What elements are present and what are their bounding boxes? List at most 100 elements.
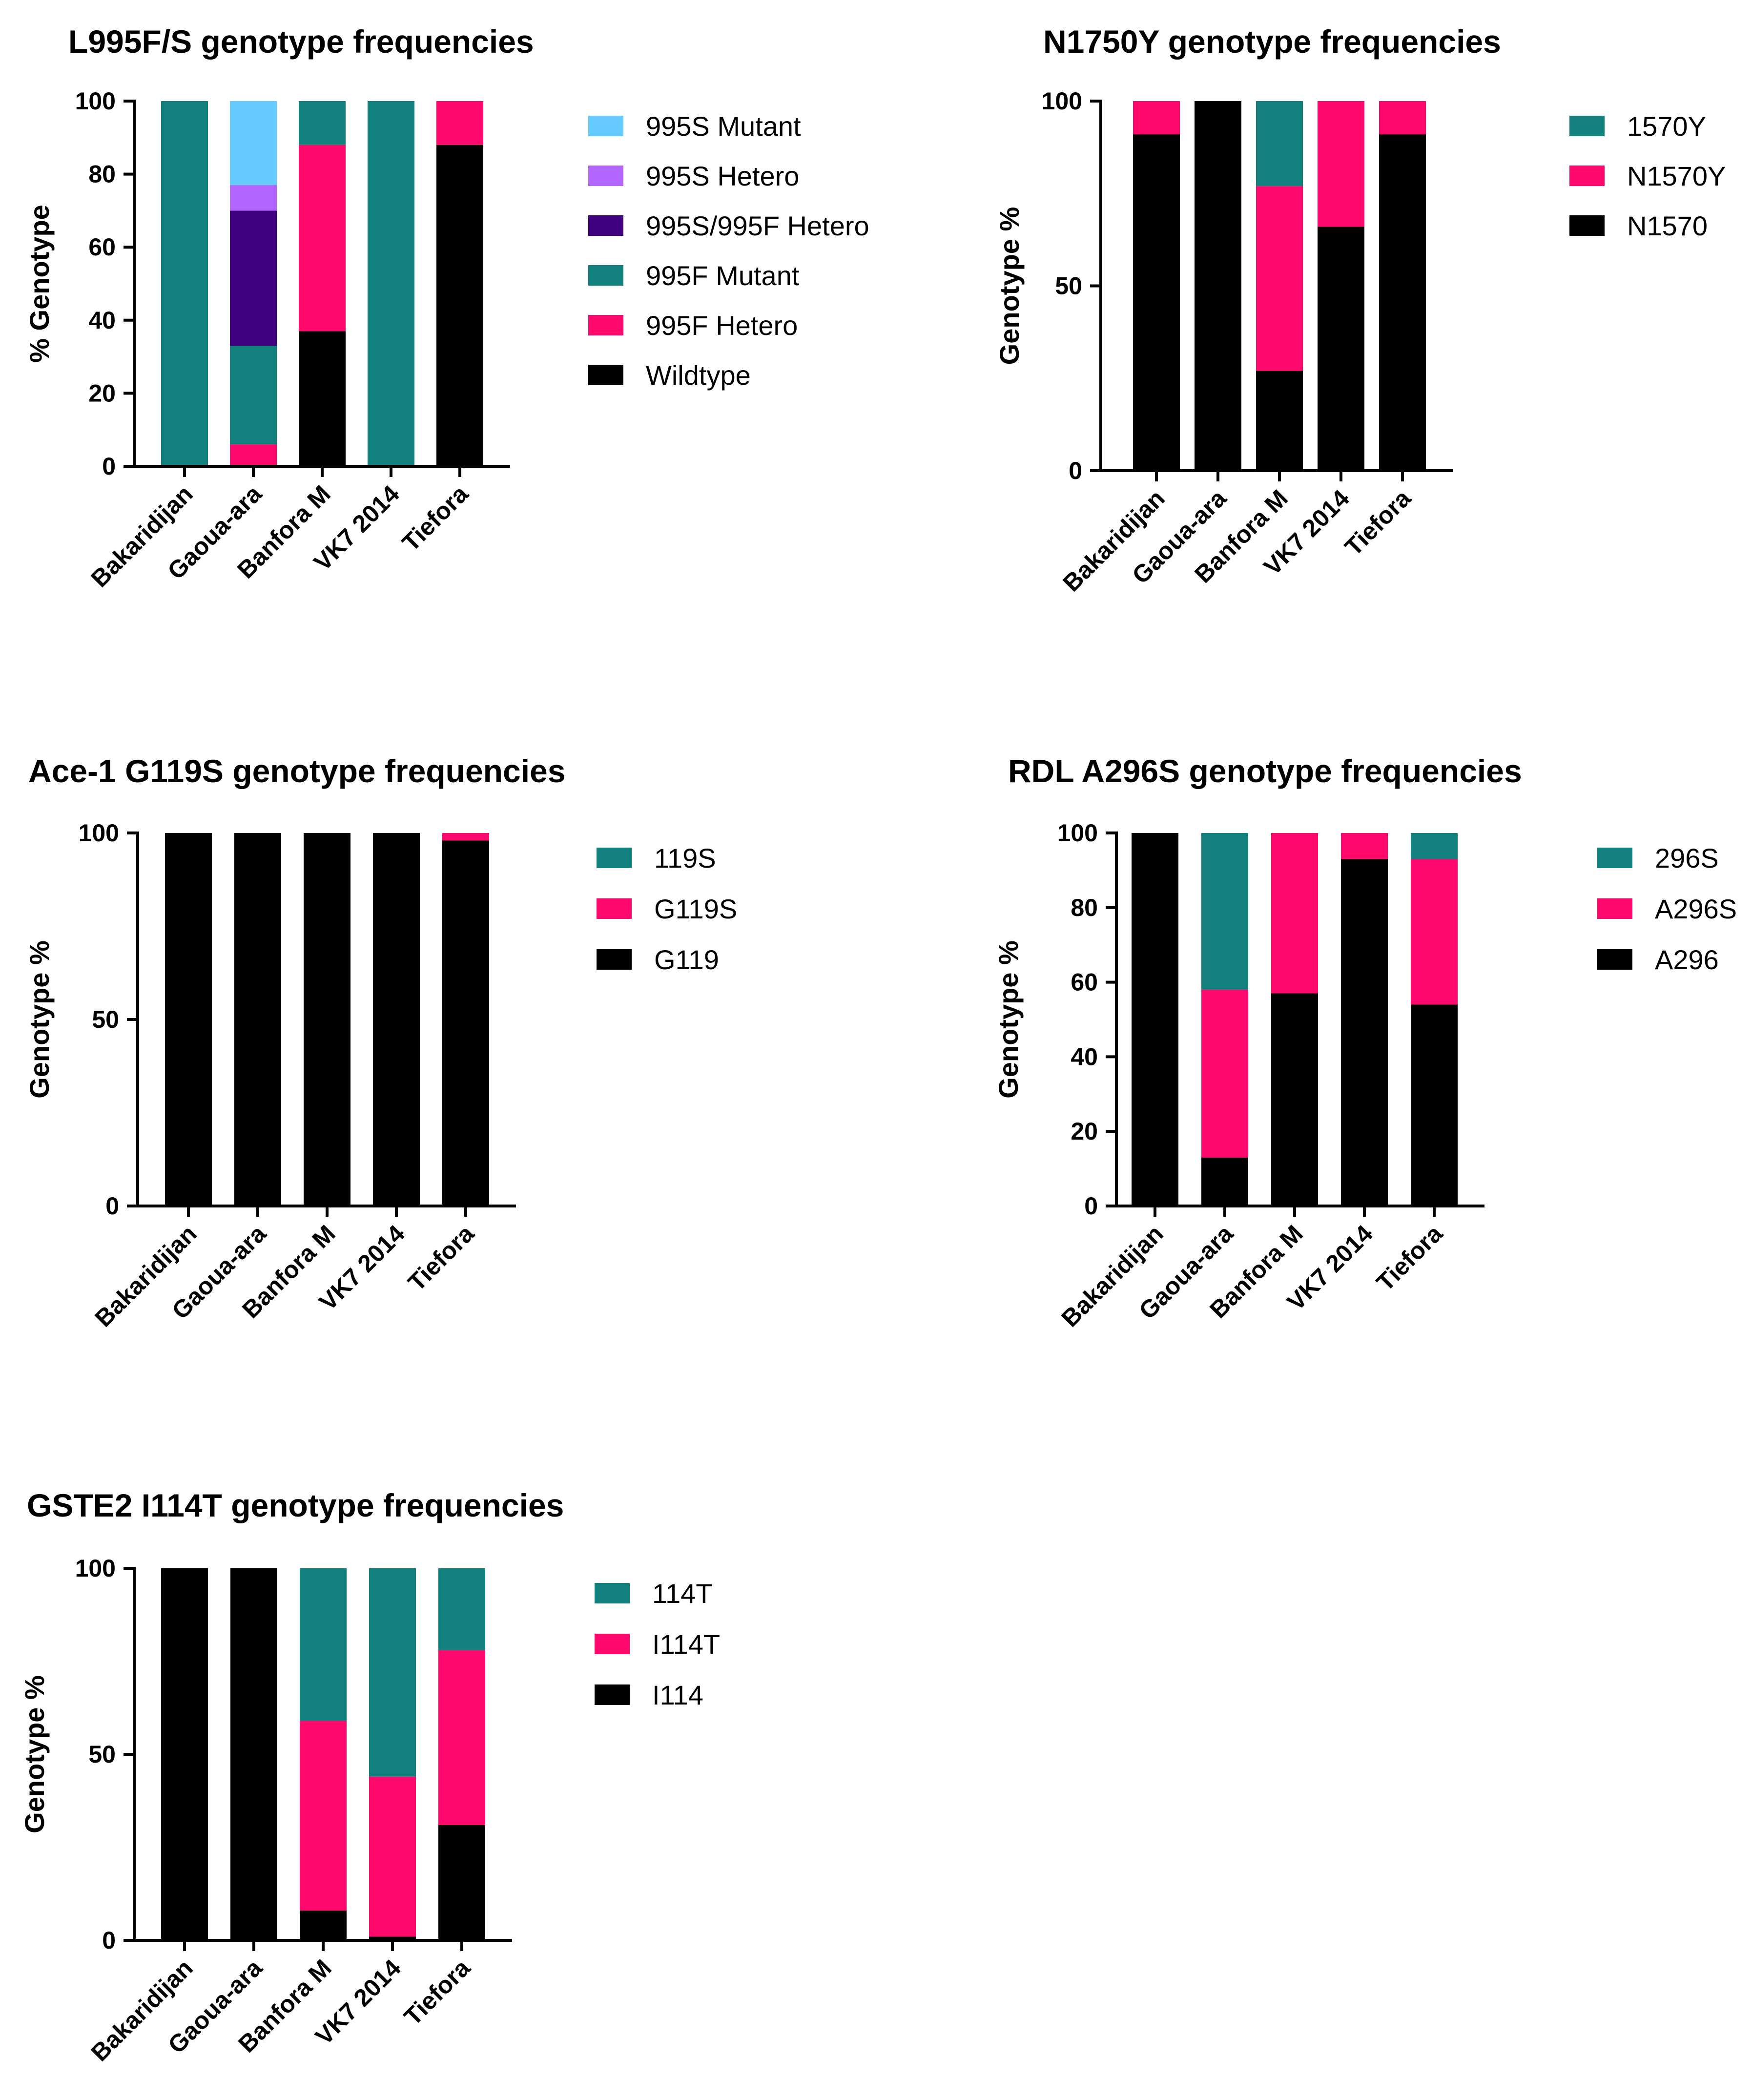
legend-label: 995S/995F Hetero — [646, 210, 869, 241]
legend: 119S G119S G119 — [597, 843, 737, 975]
y-tick-label: 80 — [88, 161, 116, 188]
bar-segment — [438, 1650, 485, 1825]
bar-segment — [369, 1776, 416, 1937]
bar-segment — [368, 101, 414, 466]
bar-segment — [1341, 859, 1388, 1206]
y-tick-label: 0 — [105, 1192, 119, 1220]
chart-2: N1750Y genotype frequencies Genotype % 0 50… — [994, 23, 1726, 597]
legend-label: I114 — [652, 1680, 703, 1710]
x-tick-label: Tiefora — [403, 1219, 480, 1296]
legend-label: A296S — [1655, 894, 1737, 924]
bar-segment — [1411, 1004, 1458, 1206]
legend-swatch — [595, 1583, 630, 1603]
bar-segment — [1411, 859, 1458, 1005]
bar-segment — [1201, 989, 1248, 1158]
legend-swatch — [588, 315, 623, 335]
y-tick-label: 0 — [1084, 1192, 1098, 1220]
y-tick-label: 100 — [1057, 819, 1098, 847]
legend-swatch — [588, 215, 623, 236]
chart-title: N1750Y genotype frequencies — [1043, 23, 1501, 60]
bar-segment — [161, 1568, 208, 1940]
legend-swatch — [588, 116, 623, 136]
y-tick-label: 100 — [79, 819, 119, 847]
legend-label: N1570 — [1627, 210, 1708, 241]
bar-segment — [1133, 134, 1180, 471]
bar-segment — [299, 145, 346, 332]
legend-label: 119S — [654, 843, 716, 873]
legend-label: A296 — [1655, 944, 1719, 975]
bars — [1132, 833, 1458, 1206]
bar-segment — [1133, 101, 1180, 135]
legend-swatch — [588, 365, 623, 385]
bar-segment — [300, 1911, 347, 1940]
x-tick-label: Tiefora — [1371, 1219, 1448, 1296]
bar-segment — [436, 145, 483, 466]
legend-swatch — [597, 848, 632, 868]
legend-label: 995F Hetero — [646, 310, 798, 341]
bar-segment — [373, 833, 420, 1206]
x-tick-label: Tiefora — [399, 1954, 476, 2031]
legend-label: 296S — [1655, 843, 1719, 873]
y-axis-label: Genotype % — [993, 940, 1024, 1099]
bar-segment — [442, 840, 489, 1206]
bar-segment — [369, 1936, 416, 1940]
legend-swatch — [1597, 949, 1632, 970]
y-tick-label: 50 — [1055, 272, 1082, 300]
bar-segment — [1271, 993, 1318, 1206]
bar-segment — [230, 210, 277, 346]
bar-segment — [1132, 833, 1178, 1206]
legend-label: I114T — [652, 1629, 720, 1660]
bars — [161, 1568, 485, 1940]
legend-swatch — [597, 898, 632, 919]
y-tick-label: 0 — [102, 453, 116, 480]
bar-segment — [299, 101, 346, 145]
bar-segment — [1318, 227, 1364, 471]
bar-segment — [1256, 101, 1303, 187]
bar-segment — [1201, 833, 1248, 990]
legend-swatch — [588, 265, 623, 286]
y-axis-label: Genotype % — [994, 207, 1025, 365]
bar-segment — [1256, 371, 1303, 471]
chart-title: L995F/S genotype frequencies — [68, 23, 534, 60]
legend-label: N1570Y — [1627, 161, 1726, 191]
bar-segment — [436, 101, 483, 145]
chart-1: L995F/S genotype frequencies % Genotype 0 2… — [24, 23, 869, 592]
legend-swatch — [1569, 215, 1605, 236]
legend: 1570Y N1570Y N1570 — [1569, 111, 1726, 241]
bar-segment — [230, 444, 277, 466]
chart-4: RDL A296S genotype frequencies Genotype %… — [993, 753, 1737, 1332]
bar-segment — [234, 833, 281, 1206]
bar-segment — [1195, 101, 1241, 471]
y-axis-label: Genotype % — [24, 940, 55, 1099]
bar-segment — [230, 346, 277, 445]
legend-label: G119S — [654, 894, 737, 924]
bar-segment — [1256, 186, 1303, 371]
legend-swatch — [1569, 116, 1605, 136]
bar-segment — [1341, 833, 1388, 859]
y-tick-label: 100 — [1042, 87, 1082, 115]
legend-swatch — [588, 166, 623, 186]
y-tick-label: 100 — [75, 1555, 116, 1582]
legend-label: 995S Mutant — [646, 111, 801, 142]
y-tick-label: 80 — [1071, 894, 1098, 921]
legend-label: 114T — [652, 1578, 712, 1609]
legend-swatch — [597, 949, 632, 970]
y-tick-label: 40 — [88, 307, 116, 334]
chart-5: GSTE2 I114T genotype frequencies Genotype… — [19, 1487, 720, 2066]
bar-segment — [1379, 101, 1426, 135]
x-tick-label: Tiefora — [397, 479, 474, 557]
legend: 995S Mutant 995S Hetero 995S/995F Hetero 99… — [588, 111, 869, 391]
y-axis-label: % Genotype — [24, 205, 55, 363]
y-tick-label: 50 — [92, 1006, 119, 1033]
bar-segment — [1379, 134, 1426, 471]
bar-segment — [161, 101, 208, 466]
bar-segment — [230, 185, 277, 211]
bar-segment — [300, 1721, 347, 1911]
x-tick-label: Tiefora — [1340, 484, 1417, 561]
y-tick-label: 0 — [1069, 457, 1082, 484]
legend: 114T I114T I114 — [595, 1578, 720, 1710]
legend-swatch — [595, 1634, 630, 1654]
bar-segment — [300, 1568, 347, 1721]
